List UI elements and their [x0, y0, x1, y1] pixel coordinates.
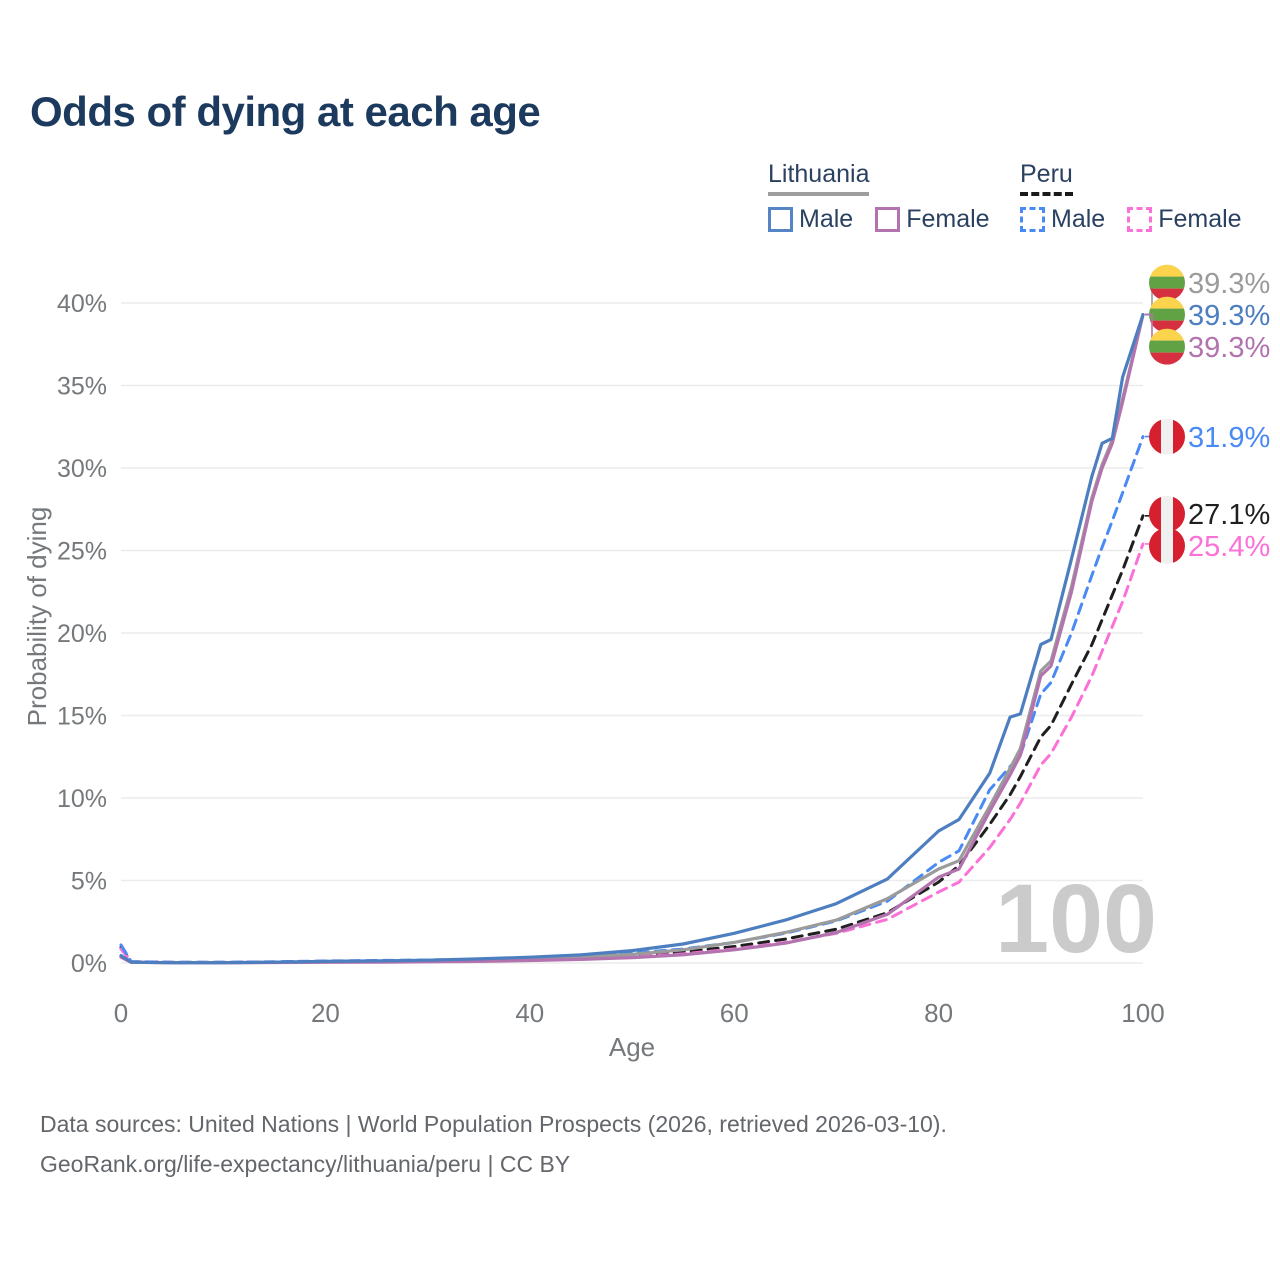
end-value-label-peru-male: 31.9% — [1188, 422, 1270, 454]
peru-male-swatch-icon — [1020, 207, 1045, 232]
y-axis-title: Probability of dying — [22, 507, 52, 727]
legend-group-lithuania: Lithuania Male Female — [768, 160, 990, 234]
footer: Data sources: United Nations | World Pop… — [40, 1104, 947, 1184]
y-tick-label: 0% — [71, 950, 107, 978]
y-tick-label: 10% — [57, 785, 107, 813]
series-line-lithuania-male — [119, 313, 1145, 965]
footer-attribution: GeoRank.org/life-expectancy/lithuania/pe… — [40, 1151, 571, 1177]
legend-lithuania-female-label: Female — [906, 205, 990, 233]
legend-lithuania-male-label: Male — [799, 205, 854, 233]
x-tick-label: 20 — [311, 998, 340, 1028]
legend-peru-male-label: Male — [1051, 205, 1106, 233]
legend-item-lithuania-female[interactable]: Female — [875, 205, 990, 234]
x-tick-label: 60 — [720, 998, 749, 1028]
legend-item-lithuania-male[interactable]: Male — [768, 205, 853, 234]
x-axis-title: Age — [609, 1032, 655, 1062]
series-line-peru-male — [119, 435, 1145, 964]
x-tick-label: 40 — [515, 998, 544, 1028]
end-value-label-lithuania-male: 39.3% — [1188, 300, 1270, 332]
series-line-peru-female — [119, 542, 1145, 964]
footer-data-sources: Data sources: United Nations | World Pop… — [40, 1111, 947, 1137]
page-title: Odds of dying at each age — [30, 88, 541, 135]
peru-flag-icon — [1149, 419, 1185, 455]
series-line-peru-total — [119, 514, 1145, 964]
series-line-lithuania-total — [119, 313, 1145, 965]
legend-item-peru-male[interactable]: Male — [1020, 205, 1105, 234]
end-value-label-peru-female: 25.4% — [1188, 531, 1270, 563]
y-tick-label: 40% — [57, 290, 107, 318]
x-tick-label: 0 — [114, 998, 128, 1028]
peru-female-swatch-icon — [1127, 207, 1153, 232]
y-tick-label: 30% — [57, 455, 107, 483]
lithuania-flag-icon — [1149, 265, 1185, 301]
age-watermark: 100 — [995, 864, 1157, 973]
legend-lithuania-label: Lithuania — [768, 160, 870, 196]
x-tick-label: 80 — [924, 998, 953, 1028]
lithuania-female-swatch-icon — [875, 207, 901, 232]
y-tick-label: 35% — [57, 372, 107, 400]
peru-flag-icon — [1149, 496, 1185, 532]
lithuania-flag-icon — [1149, 329, 1185, 365]
y-tick-label: 25% — [57, 537, 107, 565]
legend-peru-female-label: Female — [1158, 205, 1242, 233]
lithuania-male-swatch-icon — [768, 207, 793, 232]
y-tick-label: 15% — [57, 702, 107, 730]
y-tick-label: 20% — [57, 620, 107, 648]
x-tick-label: 100 — [1121, 998, 1164, 1028]
legend-peru-label: Peru — [1020, 160, 1073, 196]
series-line-lithuania-female — [119, 313, 1145, 965]
y-tick-label: 5% — [71, 867, 107, 895]
peru-flag-icon — [1149, 528, 1185, 564]
end-value-label-lithuania-total: 39.3% — [1188, 268, 1270, 300]
lithuania-flag-icon — [1149, 297, 1185, 333]
end-value-label-lithuania-female: 39.3% — [1188, 332, 1270, 364]
legend-item-peru-female[interactable]: Female — [1127, 205, 1242, 234]
end-value-label-peru-total: 27.1% — [1188, 499, 1270, 531]
legend-group-peru: Peru Male Female — [1020, 160, 1242, 234]
